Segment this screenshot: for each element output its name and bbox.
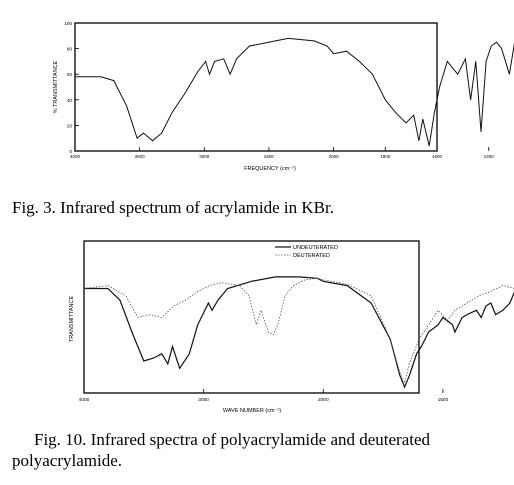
x-tick-label: 4000 [79,397,90,403]
figure-10-chart: 40003000200015001000500200 UNDEUTERATED … [69,240,514,414]
x-tick-label: 2000 [329,154,340,159]
x-axis-label: WAVE NUMBER (cm⁻¹) [223,408,281,414]
x-tick-label: 3500 [135,154,146,159]
figure-3-caption: Fig. 3. Infrared spectrum of acrylamide … [12,198,334,217]
legend-label-deuterated: DEUTERATED [293,253,330,259]
x-tick-label: 2500 [264,154,275,159]
legend: UNDEUTERATED DEUTERATED [275,245,338,259]
y-tick-label: 0 [69,149,72,154]
y-tick-label: 20 [67,123,73,128]
y-tick-label: 80 [67,47,73,52]
y-axis-label: % TRANSMITTANCE [53,60,59,113]
y-tick-label: 60 [67,72,73,77]
x-tick-label: 1800 [380,154,391,159]
legend-label-undeuterated: UNDEUTERATED [293,245,338,251]
plot-frame [83,240,420,394]
x-tick-label: 3000 [198,397,209,403]
x-tick-label: 4000 [70,154,81,159]
plot-frame [74,22,438,152]
y-tick-label: 40 [67,98,73,103]
figure-3-chart: 0 20 40 60 80 100 4000 3500 3000 2500 2000 1800 160… [53,21,514,172]
x-tick-label: 1400 [484,154,495,159]
spectrum-line-undeuterated [84,276,514,389]
x-tick-label: 1500 [438,397,449,403]
figure-10-caption: Fig. 10. Infrared spectra of polyacrylam… [12,430,431,470]
x-tick-label: 3000 [199,154,210,159]
x-tick-label: 1600 [432,154,443,159]
x-axis-label: FREQUENCY (cm⁻¹) [244,166,296,172]
y-axis-label: TRANSMITTANCE [69,295,75,342]
y-tick-label: 100 [64,21,72,26]
spectrum-line-acrylamide [75,37,514,147]
x-tick-label: 2000 [318,397,329,403]
spectrum-line-deuterated [83,277,514,384]
